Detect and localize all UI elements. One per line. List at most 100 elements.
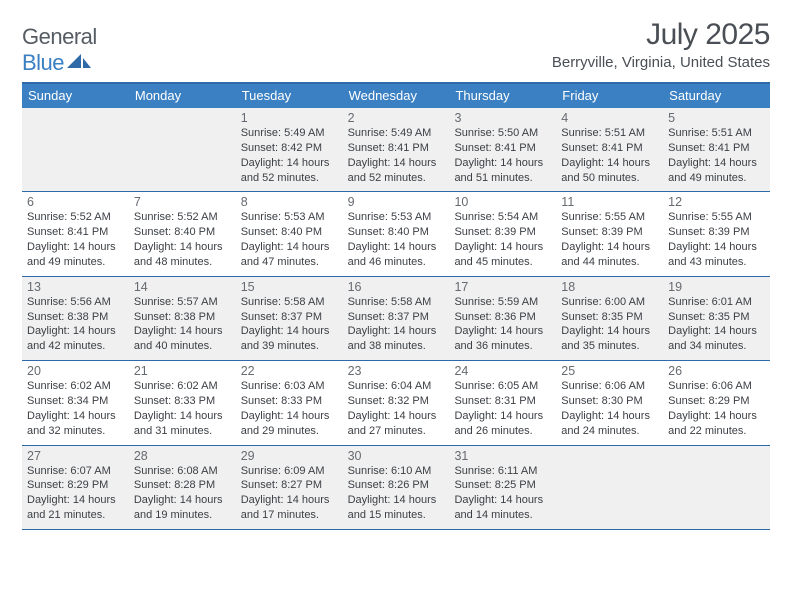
day-number: 13	[27, 280, 124, 294]
calendar-day: 16Sunrise: 5:58 AMSunset: 8:37 PMDayligh…	[343, 277, 450, 360]
daylight-line: Daylight: 14 hours and 47 minutes.	[241, 240, 338, 270]
header: General Blue July 2025 Berryville, Virgi…	[22, 18, 770, 76]
daylight-line: Daylight: 14 hours and 42 minutes.	[27, 324, 124, 354]
daylight-line: Daylight: 14 hours and 48 minutes.	[134, 240, 231, 270]
daylight-line: Daylight: 14 hours and 34 minutes.	[668, 324, 765, 354]
sunrise-line: Sunrise: 6:02 AM	[27, 379, 124, 394]
daylight-line: Daylight: 14 hours and 40 minutes.	[134, 324, 231, 354]
day-number: 12	[668, 195, 765, 209]
sunrise-line: Sunrise: 5:49 AM	[348, 126, 445, 141]
calendar-day: 25Sunrise: 6:06 AMSunset: 8:30 PMDayligh…	[556, 361, 663, 444]
day-number: 15	[241, 280, 338, 294]
day-number: 31	[454, 449, 551, 463]
sunrise-line: Sunrise: 5:58 AM	[241, 295, 338, 310]
calendar-day: 8Sunrise: 5:53 AMSunset: 8:40 PMDaylight…	[236, 192, 343, 275]
daylight-line: Daylight: 14 hours and 31 minutes.	[134, 409, 231, 439]
calendar-day: 9Sunrise: 5:53 AMSunset: 8:40 PMDaylight…	[343, 192, 450, 275]
day-number: 4	[561, 111, 658, 125]
day-number: 11	[561, 195, 658, 209]
sunrise-line: Sunrise: 6:04 AM	[348, 379, 445, 394]
sunrise-line: Sunrise: 5:52 AM	[134, 210, 231, 225]
sunset-line: Sunset: 8:29 PM	[27, 478, 124, 493]
calendar-day: 26Sunrise: 6:06 AMSunset: 8:29 PMDayligh…	[663, 361, 770, 444]
sunset-line: Sunset: 8:41 PM	[348, 141, 445, 156]
weekday-header: Monday	[129, 84, 236, 108]
daylight-line: Daylight: 14 hours and 36 minutes.	[454, 324, 551, 354]
day-number: 18	[561, 280, 658, 294]
sunset-line: Sunset: 8:41 PM	[27, 225, 124, 240]
calendar-day: 23Sunrise: 6:04 AMSunset: 8:32 PMDayligh…	[343, 361, 450, 444]
day-number: 6	[27, 195, 124, 209]
sunrise-line: Sunrise: 6:07 AM	[27, 464, 124, 479]
day-number: 24	[454, 364, 551, 378]
calendar-day: 6Sunrise: 5:52 AMSunset: 8:41 PMDaylight…	[22, 192, 129, 275]
day-number: 7	[134, 195, 231, 209]
sunrise-line: Sunrise: 6:01 AM	[668, 295, 765, 310]
daylight-line: Daylight: 14 hours and 35 minutes.	[561, 324, 658, 354]
sunset-line: Sunset: 8:38 PM	[27, 310, 124, 325]
calendar-day-empty	[22, 108, 129, 191]
daylight-line: Daylight: 14 hours and 14 minutes.	[454, 493, 551, 523]
daylight-line: Daylight: 14 hours and 21 minutes.	[27, 493, 124, 523]
weekday-header: Tuesday	[236, 84, 343, 108]
calendar-day: 15Sunrise: 5:58 AMSunset: 8:37 PMDayligh…	[236, 277, 343, 360]
daylight-line: Daylight: 14 hours and 15 minutes.	[348, 493, 445, 523]
sunrise-line: Sunrise: 6:06 AM	[561, 379, 658, 394]
day-number: 10	[454, 195, 551, 209]
sunset-line: Sunset: 8:39 PM	[561, 225, 658, 240]
calendar-day-empty	[556, 446, 663, 529]
sunrise-line: Sunrise: 6:09 AM	[241, 464, 338, 479]
sunset-line: Sunset: 8:33 PM	[241, 394, 338, 409]
sunset-line: Sunset: 8:38 PM	[134, 310, 231, 325]
daylight-line: Daylight: 14 hours and 52 minutes.	[348, 156, 445, 186]
calendar-week: 6Sunrise: 5:52 AMSunset: 8:41 PMDaylight…	[22, 192, 770, 276]
sunset-line: Sunset: 8:26 PM	[348, 478, 445, 493]
sunset-line: Sunset: 8:41 PM	[561, 141, 658, 156]
sunset-line: Sunset: 8:35 PM	[561, 310, 658, 325]
day-number: 26	[668, 364, 765, 378]
calendar-day: 10Sunrise: 5:54 AMSunset: 8:39 PMDayligh…	[449, 192, 556, 275]
sunrise-line: Sunrise: 5:58 AM	[348, 295, 445, 310]
calendar-day: 18Sunrise: 6:00 AMSunset: 8:35 PMDayligh…	[556, 277, 663, 360]
weekday-header: Saturday	[663, 84, 770, 108]
calendar-day: 4Sunrise: 5:51 AMSunset: 8:41 PMDaylight…	[556, 108, 663, 191]
weekday-header: Sunday	[22, 84, 129, 108]
sunrise-line: Sunrise: 5:52 AM	[27, 210, 124, 225]
sunrise-line: Sunrise: 5:55 AM	[668, 210, 765, 225]
sunset-line: Sunset: 8:41 PM	[454, 141, 551, 156]
day-number: 17	[454, 280, 551, 294]
daylight-line: Daylight: 14 hours and 52 minutes.	[241, 156, 338, 186]
weekday-header: Wednesday	[343, 84, 450, 108]
day-number: 21	[134, 364, 231, 378]
day-number: 29	[241, 449, 338, 463]
calendar-day-empty	[663, 446, 770, 529]
daylight-line: Daylight: 14 hours and 49 minutes.	[668, 156, 765, 186]
brand-row-2: Blue	[22, 50, 97, 76]
sunrise-line: Sunrise: 5:53 AM	[348, 210, 445, 225]
page: General Blue July 2025 Berryville, Virgi…	[0, 0, 792, 612]
day-number: 9	[348, 195, 445, 209]
sunrise-line: Sunrise: 5:59 AM	[454, 295, 551, 310]
weekday-header-row: Sunday Monday Tuesday Wednesday Thursday…	[22, 84, 770, 108]
sunrise-line: Sunrise: 5:57 AM	[134, 295, 231, 310]
daylight-line: Daylight: 14 hours and 26 minutes.	[454, 409, 551, 439]
title-block: July 2025 Berryville, Virginia, United S…	[552, 18, 770, 71]
daylight-line: Daylight: 14 hours and 22 minutes.	[668, 409, 765, 439]
sunset-line: Sunset: 8:27 PM	[241, 478, 338, 493]
sunrise-line: Sunrise: 6:10 AM	[348, 464, 445, 479]
day-number: 25	[561, 364, 658, 378]
daylight-line: Daylight: 14 hours and 51 minutes.	[454, 156, 551, 186]
sunset-line: Sunset: 8:37 PM	[241, 310, 338, 325]
calendar-week: 27Sunrise: 6:07 AMSunset: 8:29 PMDayligh…	[22, 446, 770, 530]
day-number: 23	[348, 364, 445, 378]
daylight-line: Daylight: 14 hours and 45 minutes.	[454, 240, 551, 270]
calendar-day: 3Sunrise: 5:50 AMSunset: 8:41 PMDaylight…	[449, 108, 556, 191]
sunrise-line: Sunrise: 5:53 AM	[241, 210, 338, 225]
calendar-day: 12Sunrise: 5:55 AMSunset: 8:39 PMDayligh…	[663, 192, 770, 275]
sunset-line: Sunset: 8:40 PM	[348, 225, 445, 240]
daylight-line: Daylight: 14 hours and 32 minutes.	[27, 409, 124, 439]
calendar-day: 31Sunrise: 6:11 AMSunset: 8:25 PMDayligh…	[449, 446, 556, 529]
sunset-line: Sunset: 8:37 PM	[348, 310, 445, 325]
sunset-line: Sunset: 8:40 PM	[134, 225, 231, 240]
brand-logo: General Blue	[22, 18, 97, 76]
